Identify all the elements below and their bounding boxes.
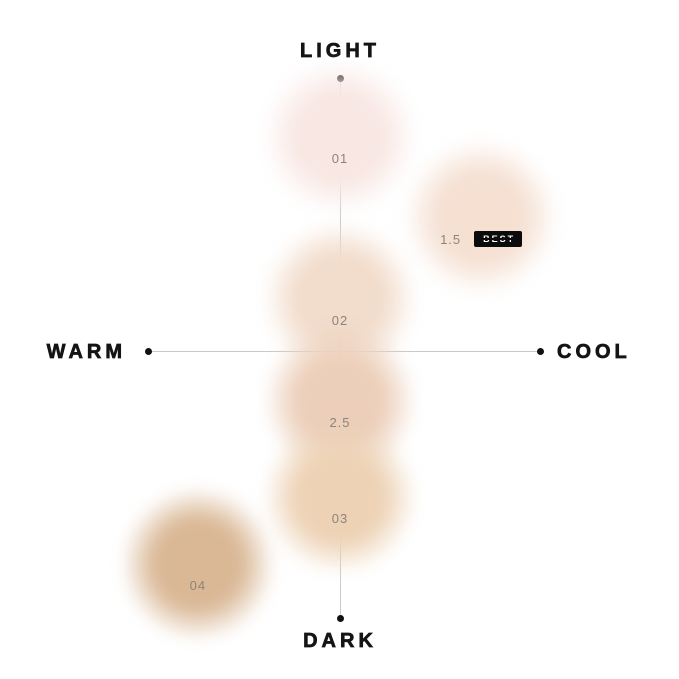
horizontal-axis-line — [148, 351, 540, 352]
axis-endpoint-dot-top — [337, 75, 344, 82]
shade-label-1.5: 1.5 — [440, 231, 462, 247]
axis-endpoint-dot-right — [537, 348, 544, 355]
axis-endpoint-dot-bottom — [337, 615, 344, 622]
shade-label-row-02: 02 — [255, 313, 425, 328]
shade-label-04: 04 — [189, 577, 207, 593]
axis-endpoint-dot-left — [145, 348, 152, 355]
shade-label-01: 01 — [331, 150, 349, 166]
shade-label-row-04: 04 — [113, 578, 283, 593]
shade-label-row-01: 01 — [255, 151, 425, 166]
shade-label-02: 02 — [331, 313, 349, 329]
shade-label-row-1.5: 1.5 BEST — [396, 231, 566, 248]
axis-label-dark: DARK — [303, 630, 377, 653]
shade-label-row-2.5: 2.5 — [255, 415, 425, 430]
shade-label-row-03: 03 — [255, 511, 425, 526]
shade-blob-04 — [112, 478, 283, 649]
best-badge: BEST — [474, 231, 523, 248]
axis-label-light: LIGHT — [300, 40, 380, 63]
shade-label-03: 03 — [331, 511, 349, 527]
shade-label-2.5: 2.5 — [329, 414, 351, 430]
axis-label-cool: COOL — [557, 341, 631, 364]
axis-label-warm: WARM — [46, 341, 126, 364]
